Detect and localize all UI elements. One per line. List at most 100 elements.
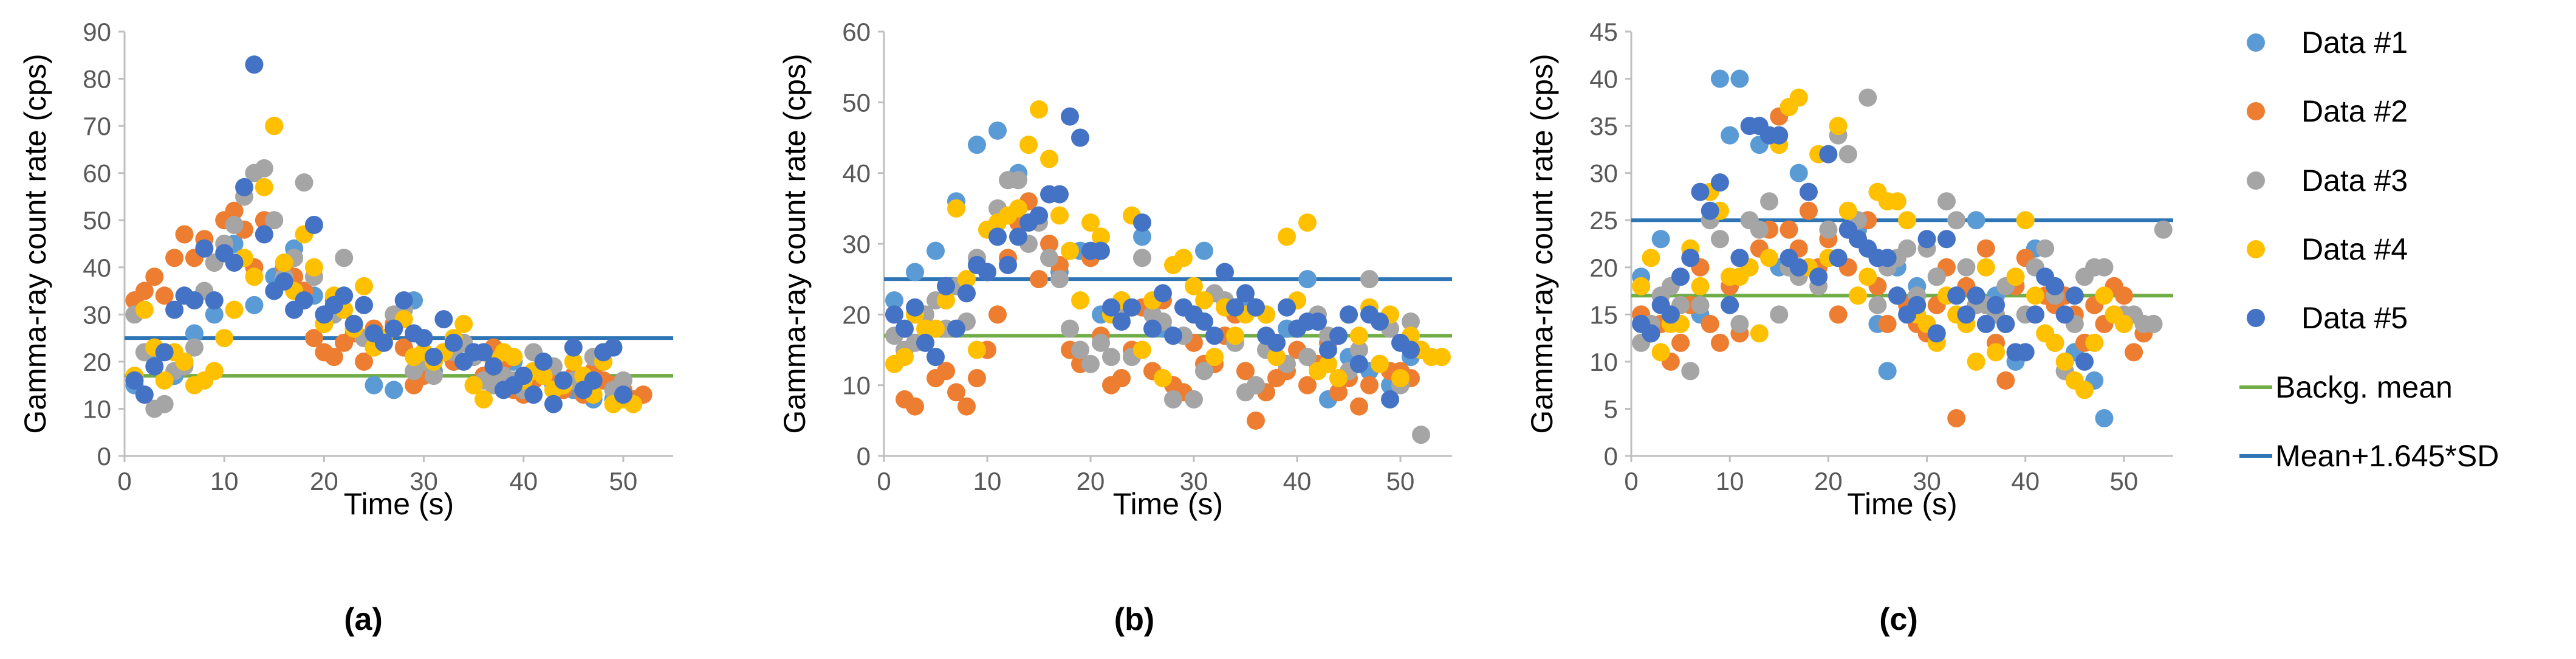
data-point-series-3 — [1819, 220, 1838, 239]
data-point-series-5 — [1701, 201, 1719, 220]
data-point-series-4 — [504, 348, 523, 367]
data-point-series-3 — [1730, 314, 1749, 333]
data-point-series-4 — [454, 314, 473, 333]
data-point-series-1 — [1789, 164, 1808, 182]
data-point-series-5 — [394, 291, 413, 310]
data-point-series-3 — [1957, 258, 1976, 277]
data-point-series-5 — [195, 239, 214, 258]
data-point-series-1 — [968, 136, 986, 154]
data-point-series-5 — [474, 343, 493, 362]
data-point-series-4 — [1976, 258, 1995, 277]
data-point-series-1 — [2095, 409, 2114, 427]
y-tick-label: 5 — [1604, 395, 1618, 423]
data-point-series-4 — [2046, 333, 2064, 352]
data-point-series-4 — [1092, 227, 1110, 246]
data-point-series-5 — [1730, 249, 1749, 267]
y-tick-label: 10 — [83, 395, 111, 423]
x-axis-title: Time (s) — [344, 487, 454, 521]
data-point-series-4 — [1838, 201, 1857, 220]
data-point-series-4 — [2114, 314, 2133, 333]
data-point-series-5 — [335, 286, 354, 305]
data-point-series-5 — [1226, 298, 1244, 317]
data-point-series-5 — [1309, 312, 1327, 331]
data-point-series-3 — [2036, 239, 2055, 258]
y-tick-label: 0 — [857, 442, 871, 471]
data-point-series-5 — [554, 371, 573, 390]
data-point-series-4 — [1329, 369, 1348, 388]
data-point-series-2 — [155, 286, 174, 305]
data-point-series-3 — [1412, 426, 1430, 444]
data-point-series-2 — [1236, 362, 1255, 381]
x-axis-title: Time (s) — [1847, 487, 1957, 521]
data-point-series-2 — [1040, 235, 1058, 253]
data-point-series-1 — [927, 241, 945, 260]
data-point-series-5 — [235, 178, 254, 196]
data-point-series-5 — [155, 343, 174, 362]
data-point-series-5 — [1205, 326, 1224, 345]
data-point-series-5 — [916, 333, 934, 352]
panel-a: 0 10 20 30 40 50 60 70 80 90 0 10 20 30 40 50 Time (s) Ga… — [18, 18, 673, 637]
data-point-series-5 — [584, 371, 603, 390]
legend-label: Mean+1.645*SD — [2275, 439, 2499, 473]
data-point-series-2 — [355, 352, 374, 371]
data-point-series-4 — [1154, 369, 1172, 388]
data-point-series-5 — [1154, 284, 1172, 303]
data-point-series-5 — [1770, 126, 1789, 145]
panel-label: (b) — [1114, 602, 1154, 637]
data-point-series-4 — [245, 267, 264, 286]
data-point-series-2 — [1996, 371, 2015, 390]
x-tick-label: 10 — [1716, 467, 1744, 495]
data-point-series-5 — [978, 263, 996, 281]
data-point-series-4 — [265, 117, 284, 136]
data-point-series-5 — [1340, 305, 1358, 324]
data-point-series-2 — [1112, 369, 1131, 388]
data-point-series-5 — [385, 319, 403, 338]
data-point-series-5 — [225, 254, 244, 272]
data-point-series-5 — [1976, 314, 1995, 333]
data-point-series-5 — [1112, 312, 1131, 331]
data-point-series-2 — [937, 362, 955, 381]
data-point-series-2 — [968, 369, 986, 388]
data-point-series-4 — [1967, 352, 1985, 371]
data-point-series-3 — [335, 249, 354, 267]
data-point-series-4 — [1185, 277, 1203, 295]
data-point-series-5 — [1102, 298, 1120, 317]
data-point-series-5 — [2075, 352, 2094, 371]
data-point-series-4 — [1849, 286, 1868, 305]
data-point-series-4 — [1278, 227, 1296, 246]
data-point-series-5 — [374, 333, 393, 352]
y-tick-label: 40 — [842, 159, 871, 188]
data-point-series-5 — [1947, 286, 1966, 305]
data-point-series-1 — [185, 324, 204, 343]
data-point-series-3 — [614, 371, 632, 390]
data-point-series-1 — [385, 381, 403, 399]
x-tick-label: 30 — [1180, 467, 1208, 495]
legend-label: Data #4 — [2301, 232, 2408, 266]
legend-marker-2 — [2247, 102, 2265, 120]
data-point-series-3 — [1838, 145, 1857, 164]
data-point-series-3 — [1402, 312, 1420, 331]
data-point-series-4 — [937, 291, 955, 310]
data-point-series-5 — [1681, 249, 1700, 267]
data-point-series-5 — [1009, 227, 1027, 246]
data-point-series-5 — [885, 305, 903, 324]
x-tick-label: 40 — [2011, 467, 2040, 495]
data-point-series-5 — [1642, 324, 1660, 343]
data-point-series-3 — [1298, 348, 1317, 367]
data-point-series-5 — [937, 277, 955, 295]
data-point-series-3 — [1760, 192, 1779, 211]
data-point-series-2 — [1671, 333, 1690, 352]
data-point-series-5 — [1247, 298, 1265, 317]
data-point-series-5 — [1216, 263, 1234, 281]
data-point-series-5 — [1927, 324, 1946, 343]
data-point-series-5 — [564, 338, 583, 357]
data-point-series-4 — [564, 352, 583, 371]
data-point-series-1 — [1133, 227, 1151, 246]
data-point-series-4 — [1898, 211, 1917, 230]
data-point-series-4 — [1195, 291, 1213, 310]
data-point-series-4 — [155, 371, 174, 390]
data-point-series-5 — [1050, 185, 1069, 204]
x-axis-title: Time (s) — [1113, 487, 1223, 521]
data-point-series-2 — [1976, 239, 1995, 258]
data-point-series-3 — [1195, 362, 1213, 381]
